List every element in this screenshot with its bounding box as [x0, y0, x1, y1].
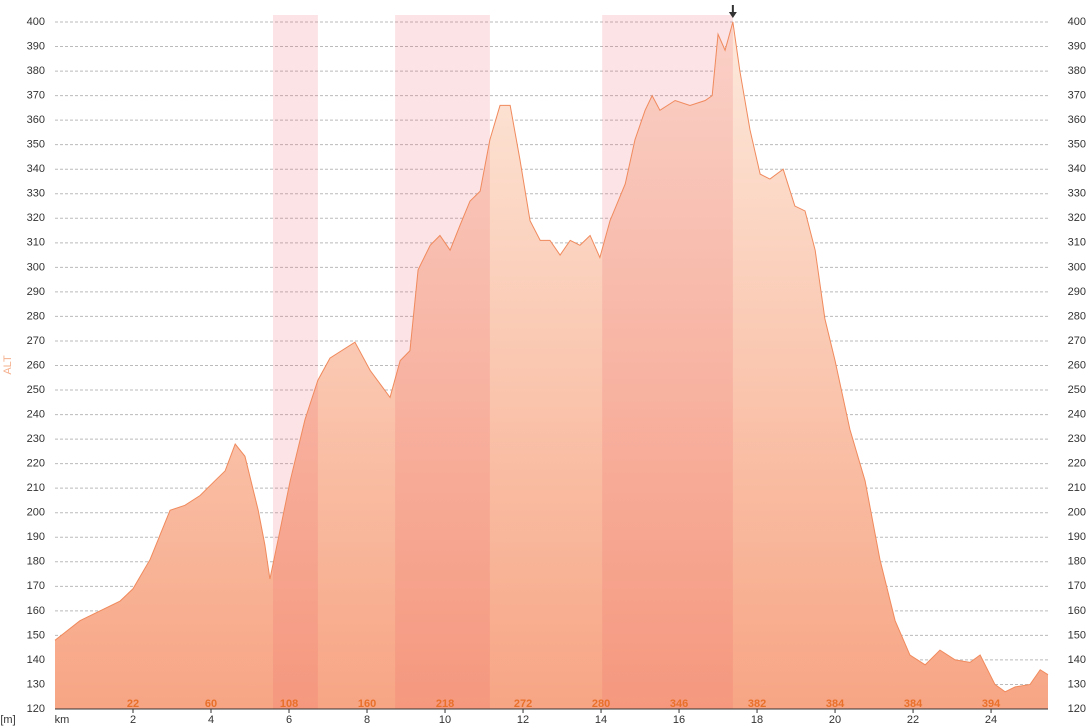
y2-tick-label: 340	[1068, 163, 1086, 175]
y2-tick-label: 280	[1068, 310, 1086, 322]
y-tick-label: 180	[27, 556, 45, 568]
y2-tick-label: 400	[1068, 16, 1086, 28]
y2-tick-label: 130	[1068, 678, 1086, 690]
y-tick-label: 170	[27, 580, 45, 592]
segment-label: 60	[205, 698, 217, 710]
y2-tick-label: 160	[1068, 605, 1086, 617]
y-tick-label: 120	[27, 703, 45, 715]
y-tick-label: 300	[27, 261, 45, 273]
y2-tick-label: 230	[1068, 433, 1086, 445]
x-tick-label: 20	[829, 714, 841, 726]
x-tick-label: 6	[286, 714, 292, 726]
y2-tick-label: 250	[1068, 384, 1086, 396]
y-tick-label: 200	[27, 507, 45, 519]
y-tick-label: 150	[27, 629, 45, 641]
y-tick-label: 260	[27, 359, 45, 371]
y2-tick-label: 150	[1068, 629, 1086, 641]
segment-label: 218	[436, 698, 454, 710]
y-tick-label: 220	[27, 458, 45, 470]
highlight-band	[602, 15, 733, 709]
y2-tick-label: 240	[1068, 408, 1086, 420]
y-tick-label: 280	[27, 310, 45, 322]
y2-tick-label: 330	[1068, 188, 1086, 200]
y-unit: [m]	[0, 714, 15, 726]
segment-label: 384	[826, 698, 845, 710]
x-tick-label: 12	[517, 714, 529, 726]
y2-tick-label: 200	[1068, 507, 1086, 519]
y-tick-label: 190	[27, 531, 45, 543]
x-tick-label: 16	[673, 714, 685, 726]
x-tick-label: 10	[439, 714, 451, 726]
segment-label: 384	[904, 698, 923, 710]
y2-tick-label: 190	[1068, 531, 1086, 543]
y2-tick-label: 300	[1068, 261, 1086, 273]
segment-label: 22	[127, 698, 139, 710]
segment-label: 108	[280, 698, 298, 710]
x-tick-label: 18	[751, 714, 763, 726]
y-tick-label: 400	[27, 16, 45, 28]
y-tick-label: 230	[27, 433, 45, 445]
y-tick-label: 210	[27, 482, 45, 494]
x-tick-label: 2	[130, 714, 136, 726]
y2-tick-label: 350	[1068, 139, 1086, 151]
y2-tick-label: 210	[1068, 482, 1086, 494]
y2-tick-label: 180	[1068, 556, 1086, 568]
segment-label: 272	[514, 698, 532, 710]
y-tick-label: 270	[27, 335, 45, 347]
y2-tick-label: 140	[1068, 654, 1086, 666]
y-tick-label: 350	[27, 139, 45, 151]
y-tick-label: 310	[27, 237, 45, 249]
y2-tick-label: 370	[1068, 90, 1086, 102]
y-tick-label: 160	[27, 605, 45, 617]
y-tick-label: 140	[27, 654, 45, 666]
highlight-band	[395, 15, 490, 709]
y-tick-label: 390	[27, 40, 45, 52]
y-tick-label: 250	[27, 384, 45, 396]
x-tick-label: 4	[208, 714, 214, 726]
y-tick-label: 130	[27, 678, 45, 690]
x-tick-label: 24	[985, 714, 997, 726]
y2-tick-label: 260	[1068, 359, 1086, 371]
y-tick-label: 340	[27, 163, 45, 175]
x-tick-label: 14	[595, 714, 607, 726]
y2-tick-label: 320	[1068, 212, 1086, 224]
segment-label: 382	[748, 698, 766, 710]
segment-label: 280	[592, 698, 610, 710]
highlight-band	[273, 15, 318, 709]
y2-tick-label: 360	[1068, 114, 1086, 126]
y-tick-label: 330	[27, 188, 45, 200]
x-tick-label: 22	[907, 714, 919, 726]
x-unit: km	[55, 714, 70, 726]
y2-tick-label: 390	[1068, 40, 1086, 52]
y-tick-label: 360	[27, 114, 45, 126]
x-tick-label: 8	[364, 714, 370, 726]
segment-label: 394	[982, 698, 1001, 710]
y-tick-label: 320	[27, 212, 45, 224]
y2-tick-label: 220	[1068, 458, 1086, 470]
y-axis-label: ALT	[2, 355, 14, 375]
y2-tick-label: 170	[1068, 580, 1086, 592]
marker-arrow	[728, 12, 737, 18]
y-tick-label: 240	[27, 408, 45, 420]
y-tick-label: 290	[27, 286, 45, 298]
y2-tick-label: 290	[1068, 286, 1086, 298]
y-tick-label: 370	[27, 90, 45, 102]
y2-tick-label: 380	[1068, 65, 1086, 77]
elevation-line	[54, 21, 1049, 693]
y2-tick-label: 270	[1068, 335, 1086, 347]
segment-label: 160	[358, 698, 376, 710]
y2-tick-label: 310	[1068, 237, 1086, 249]
y-tick-label: 380	[27, 65, 45, 77]
segment-label: 346	[670, 698, 688, 710]
elevation-area	[55, 22, 1048, 709]
y2-tick-label: 120	[1068, 703, 1086, 715]
